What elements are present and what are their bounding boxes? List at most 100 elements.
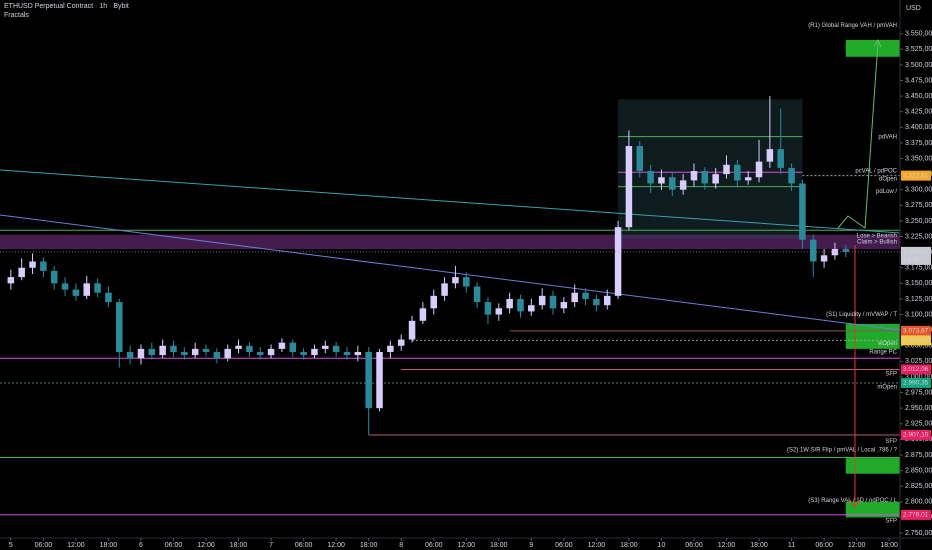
- annotation: pcVAL / pdPOC: [855, 169, 897, 175]
- y-tick-label: 2.800,00: [905, 499, 932, 506]
- candle-body: [734, 164, 741, 181]
- price-label: 3.012,06: [903, 366, 929, 373]
- price-label-bg: [901, 335, 931, 346]
- trend-line: [0, 169, 901, 234]
- candle-body: [148, 348, 156, 356]
- candle-body: [452, 277, 459, 284]
- y-tick-label: 2.850,00: [905, 467, 932, 474]
- zone: [845, 39, 900, 57]
- x-tick-label: 12:00: [588, 542, 606, 549]
- candle-body: [365, 352, 372, 409]
- candle-body: [354, 352, 362, 356]
- currency: USD: [906, 5, 921, 12]
- candle-body: [408, 320, 416, 340]
- y-tick-label: 3.500,00: [905, 62, 932, 69]
- annotation: SFP: [885, 519, 897, 525]
- y-tick-label: 2.875,00: [905, 452, 932, 459]
- y-tick-label: 3.275,00: [905, 202, 932, 209]
- trend-line: [0, 214, 901, 331]
- candle-body: [18, 267, 25, 278]
- x-tick-label: 10: [658, 542, 666, 549]
- candle-body: [799, 183, 806, 240]
- candle-body: [430, 295, 437, 309]
- y-tick-label: 3.250,00: [905, 218, 932, 225]
- y-tick-label: 3.425,00: [905, 109, 932, 116]
- candle-body: [181, 352, 188, 356]
- x-tick-label: 12:00: [457, 542, 475, 549]
- y-tick-label: 3.450,00: [905, 93, 932, 100]
- annotation: Claim > Bullish: [857, 240, 897, 246]
- y-tick-label: 3.300,00: [905, 187, 932, 194]
- candle-body: [83, 283, 90, 296]
- marks-layer: (R1) Global Range VAH / pmVAH pdVAH pcVAL …: [0, 23, 900, 525]
- price-label-bg: [901, 509, 931, 520]
- candle-body: [116, 302, 123, 353]
- candle-body: [126, 352, 134, 359]
- price-label: 2.990,35: [903, 380, 929, 387]
- y-tick-label: 2.925,00: [905, 421, 932, 428]
- candle-body: [625, 146, 633, 228]
- indicator-name: Fractals: [4, 12, 29, 19]
- x-tick-label: 6: [139, 542, 143, 549]
- price-label-bg: [901, 325, 931, 336]
- countdown: 13:48: [903, 257, 920, 264]
- candle-body: [61, 283, 69, 290]
- x-tick-label: 18:00: [750, 542, 768, 549]
- x-tick-label: 18:00: [230, 542, 248, 549]
- x-tick-label: 9: [529, 542, 533, 549]
- candle-body: [538, 295, 546, 306]
- candle-body: [50, 270, 58, 284]
- annotation: Range PC: [869, 350, 897, 356]
- last-price-bg: [901, 246, 931, 265]
- candle-body: [712, 174, 719, 184]
- candle-body: [560, 302, 568, 309]
- candle-body: [766, 149, 774, 162]
- annotation: Lose > Bearish: [857, 233, 897, 239]
- price-axis: [900, 0, 932, 550]
- candle-body: [593, 298, 600, 306]
- candle-body: [549, 295, 557, 309]
- candle-body: [528, 305, 535, 312]
- annotation: (S2) 1W S/R Flip / pmVAL / Local .786 / …: [787, 448, 898, 454]
- candle-body: [256, 352, 264, 356]
- y-tick-label: 3.475,00: [905, 77, 932, 84]
- x-tick-label: 18:00: [360, 542, 378, 549]
- price-label-bg: [901, 429, 931, 440]
- candle-body: [636, 146, 644, 172]
- candle-body: [246, 345, 253, 353]
- zone: [618, 99, 803, 239]
- candle-body: [202, 348, 210, 353]
- x-tick-label: 06:00: [165, 542, 183, 549]
- y-tick-label: 3.050,00: [905, 343, 932, 350]
- x-tick-label: 8: [399, 542, 403, 549]
- candle-body: [397, 339, 405, 346]
- candle-body: [788, 167, 795, 184]
- candle-body: [603, 295, 611, 306]
- y-tick-label: 3.525,00: [905, 46, 932, 53]
- candle-body: [658, 177, 665, 184]
- last-price-label: 3.200,44: [903, 249, 929, 256]
- annotation: wOpen: [877, 341, 897, 347]
- y-tick-label: 3.000,00: [905, 374, 932, 381]
- candle-body: [72, 289, 80, 296]
- y-tick-label: 3.100,00: [905, 311, 932, 318]
- candle-body: [723, 164, 730, 175]
- candle-body: [137, 348, 145, 359]
- y-tick-label: 2.750,00: [905, 530, 932, 537]
- candle-body: [647, 171, 654, 184]
- candle-body: [777, 149, 784, 168]
- candle-body: [94, 283, 101, 293]
- x-tick-label: 7: [269, 542, 273, 549]
- candle-body: [40, 261, 47, 271]
- candle-body: [820, 255, 828, 262]
- candle-body: [755, 161, 763, 178]
- candle-body: [679, 180, 687, 190]
- candle-body: [224, 348, 231, 359]
- price-label: 3.058,62: [903, 337, 929, 344]
- zone: [845, 458, 900, 474]
- candle-body: [159, 345, 166, 356]
- x-tick-label: 12:00: [327, 542, 345, 549]
- x-tick-label: 18:00: [100, 542, 118, 549]
- x-tick-label: 12:00: [718, 542, 736, 549]
